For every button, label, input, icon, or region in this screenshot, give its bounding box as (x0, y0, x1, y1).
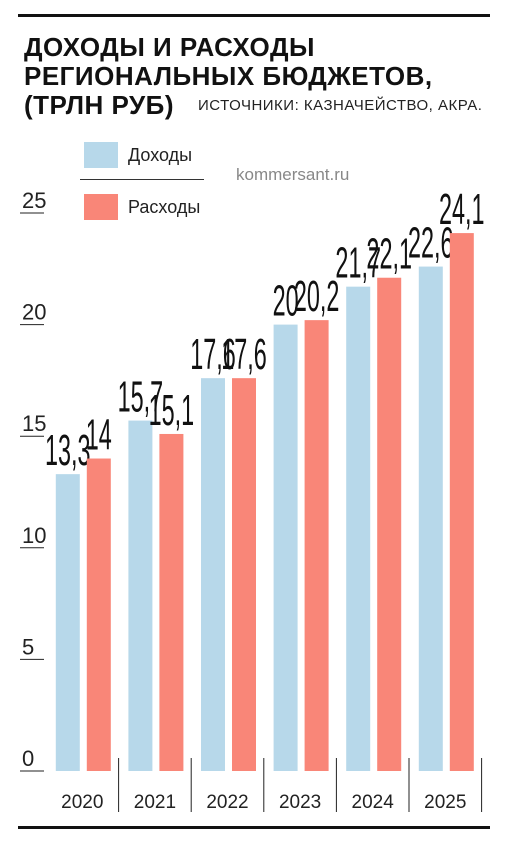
expenses-bar (232, 378, 256, 771)
income-bar (346, 286, 371, 771)
income-value-label: 13,3 (45, 427, 91, 476)
income-value-label: 15,7 (118, 373, 164, 422)
title-line-3: (ТРЛН РУБ) (24, 90, 175, 120)
income-bar (418, 266, 443, 771)
legend-swatch-expenses (84, 194, 118, 220)
legend-swatch-income (84, 142, 118, 168)
expenses-value-label: 22,1 (366, 230, 412, 279)
expenses-value-label: 24,1 (439, 185, 485, 234)
expenses-bar (159, 433, 184, 771)
expenses-value-label: 20,2 (294, 273, 340, 322)
legend-label-income: Доходы (128, 145, 193, 165)
chart-title: ДОХОДЫ И РАСХОДЫ РЕГИОНАЛЬНЫХ БЮДЖЕТОВ, … (24, 33, 433, 120)
expenses-bar (449, 233, 474, 771)
expenses-bar (86, 458, 111, 771)
income-value-label: 22,6 (408, 219, 454, 268)
x-year-label: 2025 (424, 792, 466, 813)
bottom-rule (18, 826, 490, 829)
watermark: kommersant.ru (236, 165, 350, 184)
income-value-label: 21,7 (335, 239, 381, 288)
legend-divider (80, 179, 204, 180)
income-bar (128, 420, 153, 771)
top-rule (18, 14, 490, 17)
x-year-label: 2022 (206, 792, 248, 813)
title-line-2: РЕГИОНАЛЬНЫХ БЮДЖЕТОВ, (24, 61, 433, 91)
source-note: ИСТОЧНИКИ: КАЗНАЧЕЙСТВО, АКРА. (198, 97, 483, 114)
y-tick-label: 15 (22, 411, 46, 436)
title-line-1: ДОХОДЫ И РАСХОДЫ (24, 32, 315, 62)
x-year-label: 2023 (279, 792, 321, 813)
x-year-label: 2021 (134, 792, 176, 813)
y-tick-label: 0 (22, 746, 34, 771)
income-bar (201, 378, 225, 771)
expenses-value-label: 15,1 (149, 386, 195, 435)
income-value-label: 17,6 (190, 331, 236, 380)
income-bar (273, 324, 298, 771)
expenses-bar (377, 277, 402, 771)
legend-label-expenses: Расходы (128, 197, 201, 217)
income-bar (55, 474, 80, 771)
x-year-label: 2024 (352, 792, 395, 813)
expenses-value-label: 14 (86, 411, 112, 460)
y-tick-label: 10 (22, 523, 46, 548)
y-tick-label: 5 (22, 634, 34, 659)
y-tick-label: 20 (22, 300, 46, 325)
expenses-value-label: 17,6 (221, 331, 267, 380)
x-year-label: 2020 (61, 792, 103, 813)
expenses-bar (304, 320, 329, 771)
income-value-label: 20 (273, 277, 299, 326)
y-tick-label: 25 (22, 188, 46, 213)
